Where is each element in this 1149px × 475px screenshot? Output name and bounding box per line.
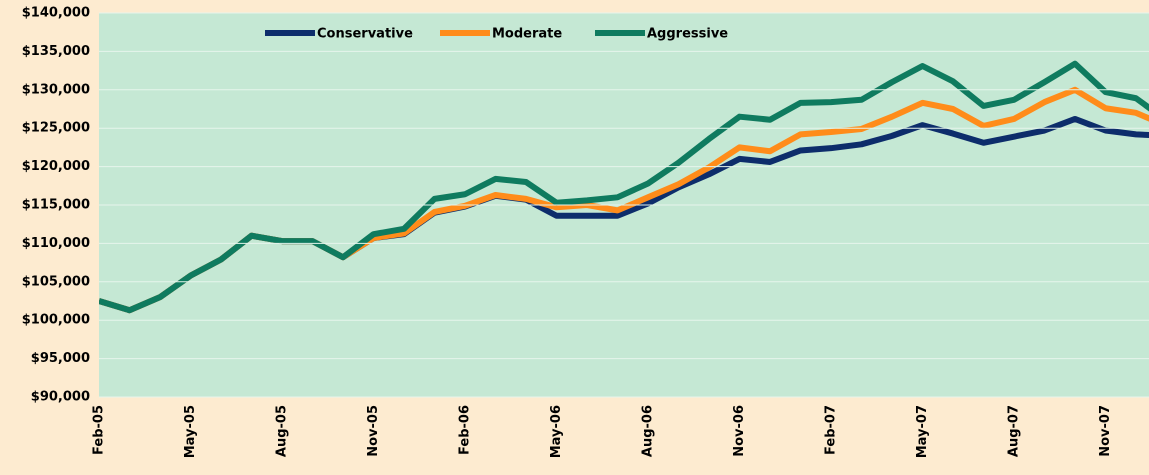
y-tick-label: $95,000	[31, 351, 90, 366]
y-tick-label: $90,000	[31, 390, 90, 405]
x-tick-label: Feb-05	[92, 405, 107, 455]
legend-label: Aggressive	[647, 27, 728, 42]
x-tick-label: May-06	[549, 405, 564, 458]
x-tick-label: Aug-05	[275, 405, 290, 457]
x-tick-label: Aug-07	[1007, 405, 1022, 457]
series-line	[99, 60, 1149, 314]
legend-label: Conservative	[317, 27, 413, 42]
x-tick-label: Nov-07	[1098, 405, 1113, 457]
plot	[99, 60, 1149, 314]
y-tick-label: $125,000	[22, 121, 90, 136]
x-tick-label: Aug-06	[641, 405, 656, 457]
x-tick-label: May-07	[915, 405, 930, 458]
x-tick-label: May-05	[183, 405, 198, 458]
y-tick-label: $140,000	[22, 6, 90, 21]
y-tick-label: $115,000	[22, 198, 90, 213]
x-tick-label: Feb-06	[458, 405, 473, 455]
y-tick-label: $100,000	[22, 313, 90, 328]
y-tick-label: $110,000	[22, 236, 90, 251]
y-tick-label: $120,000	[22, 159, 90, 174]
x-tick-label: Nov-05	[366, 405, 381, 457]
y-tick-label: $105,000	[22, 274, 90, 289]
legend-label: Moderate	[492, 27, 562, 42]
x-tick-label: Feb-07	[824, 405, 839, 455]
y-tick-label: $130,000	[22, 82, 90, 97]
x-tick-label: Nov-06	[732, 405, 747, 457]
y-tick-label: $135,000	[22, 44, 90, 59]
